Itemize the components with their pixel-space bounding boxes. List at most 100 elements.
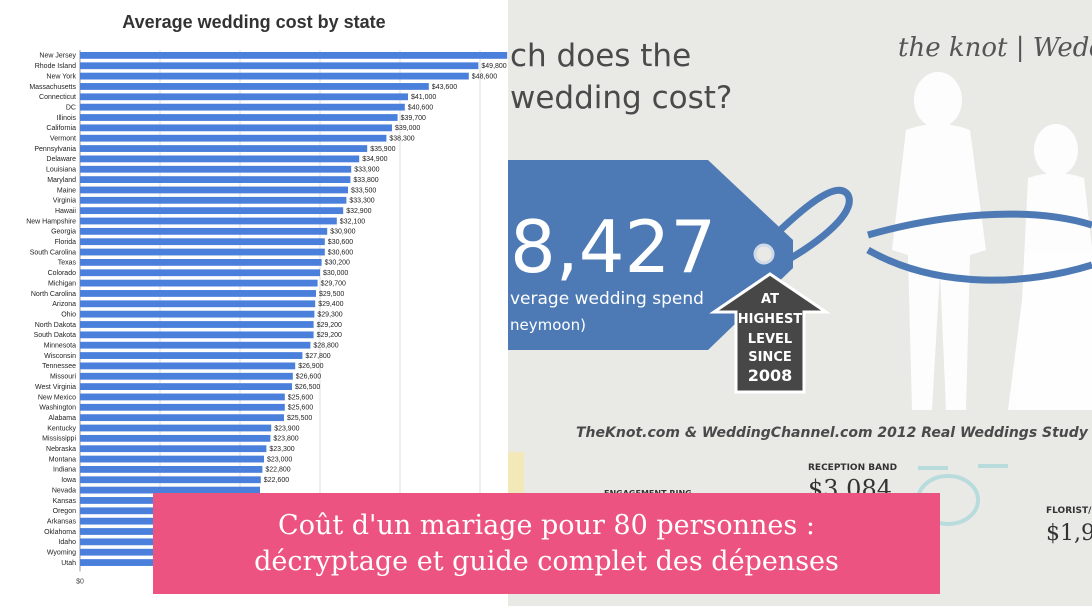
data-label: $23,800 — [273, 436, 298, 443]
arrow-text-4: SINCE — [748, 350, 792, 365]
chart-title: Average wedding cost by state — [122, 12, 386, 32]
bar — [80, 290, 316, 297]
category-label: Georgia — [51, 229, 76, 236]
category-label: Arizona — [52, 301, 76, 308]
study-caption: TheKnot.com & WeddingChannel.com 2012 Re… — [576, 425, 1089, 441]
data-label: $29,300 — [317, 311, 342, 318]
chart-bars — [80, 52, 508, 566]
data-label: $22,800 — [265, 467, 290, 474]
category-label: New Hampshire — [26, 218, 76, 225]
data-label: $30,000 — [323, 270, 348, 277]
category-label: Mississippi — [42, 436, 76, 443]
brand-logo: the knot | Weddin — [898, 33, 1092, 63]
category-label: Oklahoma — [44, 529, 76, 536]
category-label: Vermont — [50, 136, 76, 143]
category-label: North Dakota — [35, 322, 76, 329]
category-label: Iowa — [61, 477, 76, 484]
tag-amount: 8,427 — [510, 205, 716, 289]
tag-subtitle-2: neymoon) — [510, 316, 586, 334]
bar — [80, 93, 408, 101]
category-label: New York — [46, 73, 76, 80]
category-label: Delaware — [46, 156, 76, 163]
category-label: Pennsylvania — [34, 146, 76, 153]
data-label: $23,300 — [269, 446, 294, 453]
bar — [80, 341, 311, 349]
bar — [80, 259, 322, 266]
data-label: $29,400 — [318, 301, 343, 308]
category-label: Maryland — [47, 177, 76, 184]
data-label: $23,000 — [267, 456, 292, 463]
bar — [80, 455, 264, 463]
category-label: New Jersey — [39, 53, 76, 60]
category-label: Kansas — [53, 498, 77, 505]
data-label: $38,300 — [389, 136, 414, 143]
data-label: $43,600 — [432, 84, 457, 91]
data-label: $30,900 — [330, 229, 355, 236]
category-label: Maine — [57, 187, 76, 194]
category-label: Alabama — [48, 415, 76, 422]
category-label: Tennessee — [42, 363, 76, 370]
bar — [80, 321, 314, 328]
category-label: Wyoming — [47, 550, 76, 557]
category-label: Colorado — [48, 270, 77, 277]
arrow-text-5: 2008 — [748, 366, 793, 385]
category-label: Nebraska — [46, 446, 76, 453]
champagne-glass-icon — [508, 452, 524, 494]
bar — [80, 238, 325, 246]
bar — [80, 486, 260, 494]
bar — [80, 62, 479, 70]
bar — [80, 393, 285, 401]
category-label: California — [46, 125, 76, 132]
data-label: $39,000 — [395, 125, 420, 132]
arrow-up-icon: AT HIGHEST LEVEL SINCE 2008 — [709, 272, 831, 394]
bar — [80, 248, 325, 256]
category-label: New Mexico — [38, 394, 76, 401]
data-label: $30,600 — [328, 239, 353, 246]
price-tag: 8,427 verage wedding spend neymoon) — [508, 160, 793, 350]
data-label: $25,600 — [288, 394, 313, 401]
data-label: $25,600 — [288, 405, 313, 412]
bar — [80, 476, 261, 484]
banner-title-line-2: décryptage et guide complet des dépenses — [254, 545, 839, 577]
bar — [80, 414, 284, 422]
bar — [80, 165, 352, 173]
bar — [80, 176, 351, 183]
bar — [80, 196, 347, 204]
category-label: West Virginia — [35, 384, 76, 391]
category-label: South Carolina — [30, 249, 76, 256]
category-label: Massachusetts — [29, 84, 76, 91]
bar — [80, 155, 360, 163]
reception-band-label: RECEPTION BAND — [808, 463, 897, 473]
bar — [80, 207, 344, 215]
data-label: $26,600 — [296, 374, 321, 381]
bar — [80, 362, 296, 370]
data-label: $35,900 — [370, 146, 395, 153]
headline-line-2: wedding cost? — [510, 80, 732, 116]
data-label: $41,000 — [411, 94, 436, 101]
data-label: $26,500 — [295, 384, 320, 391]
bar — [80, 466, 263, 473]
data-label: $40,600 — [408, 104, 433, 111]
bar — [80, 186, 348, 194]
bar — [80, 227, 328, 235]
data-label: $29,500 — [319, 291, 344, 298]
category-label: Illinois — [57, 115, 77, 122]
bar — [80, 445, 267, 453]
x-tick-label: $0 — [76, 579, 84, 586]
bar — [80, 310, 315, 318]
arrow-text-2: HIGHEST — [738, 312, 803, 327]
data-label: $49,800 — [481, 63, 506, 70]
bar — [80, 424, 272, 432]
data-label: $29,700 — [321, 280, 346, 287]
category-label: Oregon — [53, 508, 76, 515]
bar — [80, 372, 293, 380]
bar — [80, 434, 271, 442]
category-label: Hawaii — [55, 208, 76, 215]
category-label: Virginia — [53, 198, 76, 205]
data-label: $27,800 — [305, 353, 330, 360]
bar — [80, 103, 405, 111]
bar — [80, 52, 508, 59]
bar — [80, 134, 387, 142]
category-label: Texas — [58, 260, 77, 267]
banner-title-line-1: Coût d'un mariage pour 80 personnes : — [278, 509, 815, 541]
